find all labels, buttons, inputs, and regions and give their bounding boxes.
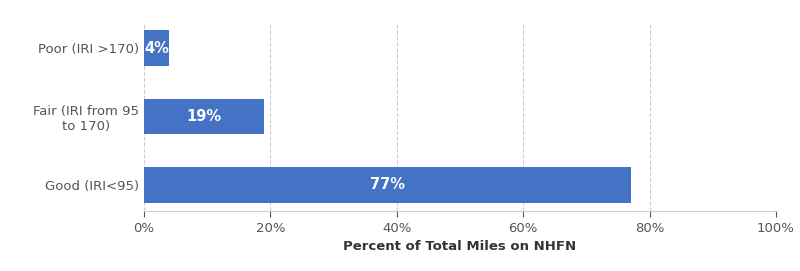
Text: 4%: 4% bbox=[144, 41, 169, 56]
Bar bbox=[144, 167, 630, 203]
X-axis label: Percent of Total Miles on NHFN: Percent of Total Miles on NHFN bbox=[343, 240, 577, 253]
Text: 19%: 19% bbox=[186, 109, 222, 124]
Bar bbox=[144, 30, 170, 66]
Bar bbox=[144, 99, 264, 134]
Text: 77%: 77% bbox=[370, 178, 405, 192]
